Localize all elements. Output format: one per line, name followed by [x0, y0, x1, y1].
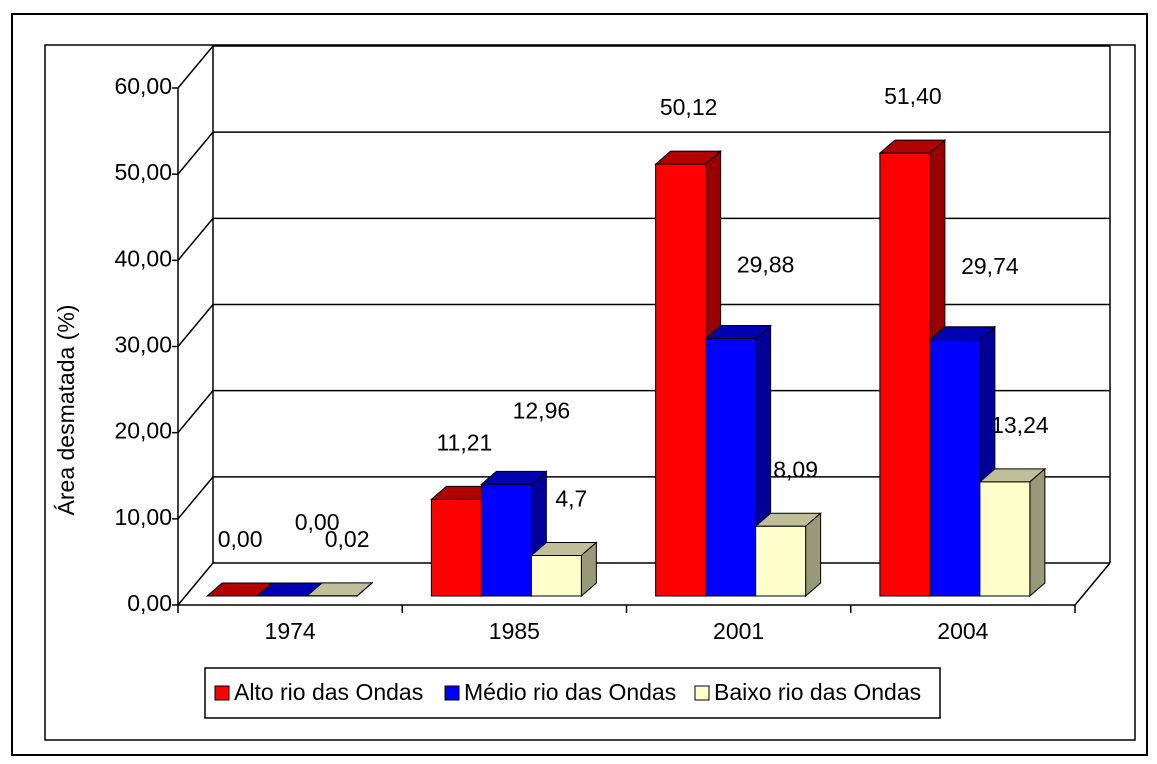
- value-label: 11,21: [436, 429, 492, 455]
- y-tick-label: 40,00: [114, 245, 172, 271]
- legend-swatch: [214, 685, 230, 701]
- bar: [655, 163, 707, 597]
- y-tick-label: 20,00: [114, 418, 172, 444]
- value-label: 0,02: [325, 526, 370, 552]
- wall-grid: [177, 131, 214, 175]
- value-label: 29,88: [737, 252, 795, 278]
- bar: [879, 152, 931, 597]
- value-label: 12,96: [513, 397, 571, 423]
- value-label: 4,7: [555, 486, 587, 512]
- legend-swatch: [694, 685, 710, 701]
- y-tick-label: 50,00: [114, 159, 172, 185]
- wall-grid: [177, 304, 214, 347]
- wall-grid: [177, 562, 214, 606]
- x-tick-label: 2004: [937, 618, 988, 644]
- legend-label: Baixo rio das Ondas: [714, 679, 921, 705]
- bar: [705, 338, 757, 597]
- legend-label: Alto rio das Ondas: [234, 679, 423, 705]
- value-label: 8,09: [773, 456, 818, 482]
- wall-grid: [177, 476, 214, 520]
- floor-right: [1074, 562, 1111, 606]
- bar-side: [805, 512, 822, 598]
- y-tick-label: 0,00: [127, 590, 172, 616]
- value-label: 0,00: [218, 526, 263, 552]
- bar-side: [1029, 467, 1046, 598]
- value-label: 0,00: [295, 509, 340, 535]
- y-tick-label: 10,00: [114, 504, 172, 530]
- legend-swatch: [444, 685, 460, 701]
- x-tick-label: 1985: [489, 618, 540, 644]
- bar: [530, 555, 582, 597]
- bar: [430, 498, 482, 597]
- bar: [929, 339, 981, 597]
- wall-grid: [177, 217, 214, 261]
- outer-border: [11, 13, 1148, 756]
- legend-box: [204, 667, 941, 719]
- chart-border: [44, 44, 1136, 741]
- bar: [755, 525, 807, 597]
- y-tick-label: 30,00: [114, 332, 172, 358]
- bar: [979, 481, 1031, 597]
- value-label: 50,12: [660, 94, 718, 120]
- value-label: 51,40: [884, 83, 942, 109]
- value-label: 29,74: [961, 253, 1019, 279]
- legend-label: Médio rio das Ondas: [464, 679, 676, 705]
- bar: [480, 483, 532, 597]
- wall-grid: [177, 390, 214, 434]
- y-tick-label: 60,00: [114, 73, 172, 99]
- x-tick-label: 1974: [265, 618, 316, 644]
- y-axis-label: Área desmatada (%): [53, 305, 79, 516]
- wall-grid: [177, 45, 214, 89]
- x-tick-label: 2001: [713, 618, 764, 644]
- value-label: 13,24: [991, 412, 1049, 438]
